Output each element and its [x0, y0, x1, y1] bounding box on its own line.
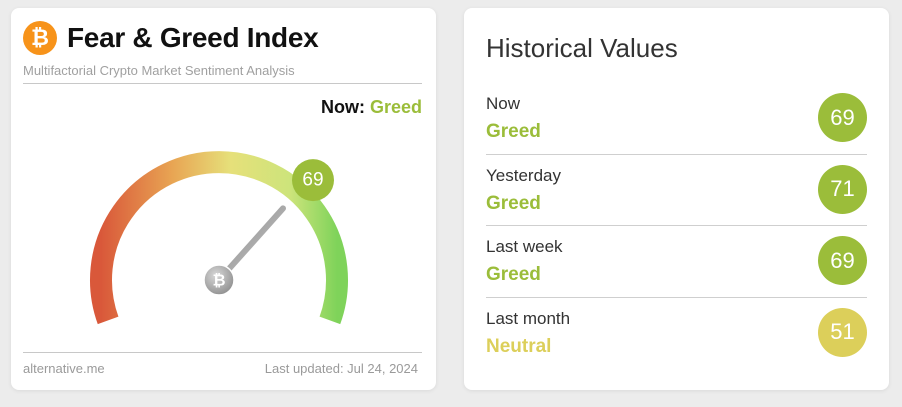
source-label: alternative.me: [23, 361, 105, 376]
row-value-badge: 69: [818, 93, 867, 142]
row-classification: Neutral: [486, 335, 552, 357]
gauge-needle: [216, 205, 286, 283]
row-label: Yesterday: [486, 165, 561, 185]
divider: [23, 352, 422, 353]
gauge-hub: [203, 264, 235, 296]
row-label: Now: [486, 94, 521, 113]
historical-row-last-month: Last month Neutral 51: [486, 298, 867, 370]
gauge-value-text: 69: [302, 170, 323, 191]
fear-greed-title: Fear & Greed Index: [67, 22, 319, 53]
row-classification: Greed: [486, 192, 541, 214]
bitcoin-icon: ₿: [23, 21, 57, 55]
divider: [23, 83, 422, 84]
now-label: Now:: [320, 97, 365, 117]
row-classification: Greed: [486, 264, 541, 285]
now-indicator: Now: Greed: [321, 97, 422, 118]
historical-values-card: Historical Values Now Greed 69 Yesterday…: [464, 8, 889, 390]
row-label: Last week: [486, 237, 563, 256]
row-label: Last month: [486, 308, 571, 328]
bitcoin-hub-icon: ₿: [212, 271, 225, 290]
fear-greed-subtitle: Multifactorial Crypto Market Sentiment A…: [23, 63, 295, 78]
fear-greed-header: ₿ Fear & Greed Index: [23, 21, 319, 55]
historical-row-yesterday: Yesterday Greed 71: [486, 155, 867, 226]
row-classification: Greed: [486, 121, 541, 142]
fear-greed-gauge: ₿ 69: [90, 151, 348, 325]
historical-row-now: Now Greed 69: [486, 83, 867, 155]
historical-title: Historical Values: [486, 33, 678, 63]
gauge-arc: [90, 151, 348, 325]
row-value-badge: 51: [818, 307, 867, 357]
last-updated-label: Last updated: Jul 24, 2024: [264, 361, 418, 376]
row-value-badge: 69: [818, 236, 867, 285]
gauge-value-badge: [292, 159, 334, 202]
fear-greed-card: ₿ Fear & Greed Index Multifactorial Cryp…: [11, 8, 436, 390]
historical-list: Now Greed 69 Yesterday Greed 71 Last wee…: [486, 83, 867, 369]
row-value-badge: 71: [818, 164, 867, 214]
historical-row-last-week: Last week Greed 69: [486, 226, 867, 298]
now-value: Greed: [369, 97, 422, 117]
